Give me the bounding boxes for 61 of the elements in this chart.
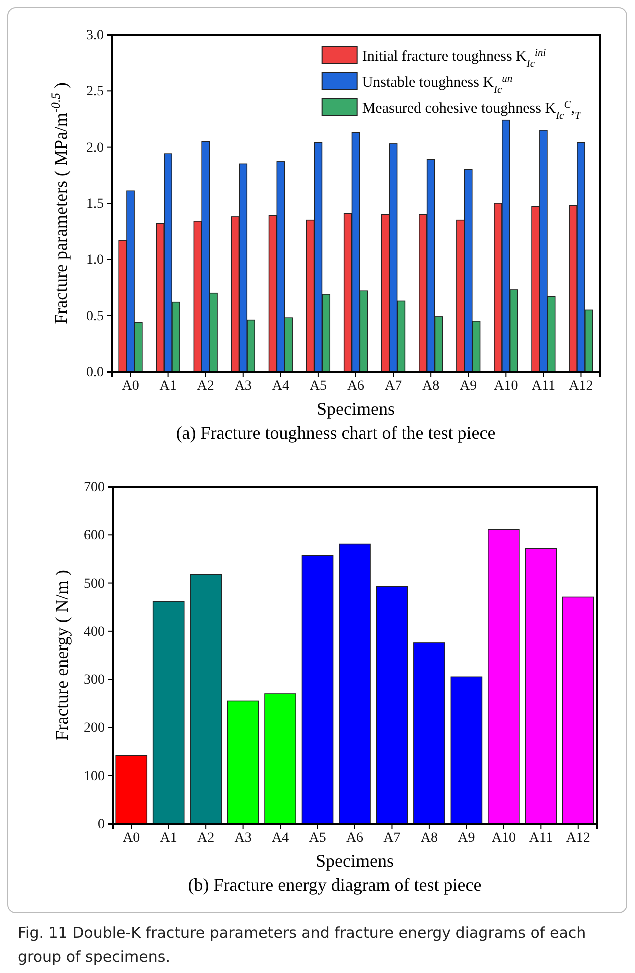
x-tick-label: A5: [309, 830, 326, 846]
x-tick-label: A10: [494, 378, 518, 394]
text: (a) Fracture toughness chart of the test piece: [176, 423, 496, 443]
x-tick-label: A1: [160, 830, 178, 846]
y-axis-title: Fracture energy ( N/m ): [52, 570, 72, 741]
caption: Fig. 11 Double-K fracture parameters and fracture energy diagrams of each group of specimens.: [18, 924, 586, 966]
y-tick-label: 3.0: [86, 28, 104, 44]
y-tick-label: 300: [84, 673, 105, 688]
text: (b) Fracture energy diagram of test piece: [188, 875, 482, 895]
y-tick-label: 400: [84, 624, 105, 640]
x-tick-label: A7: [384, 830, 401, 846]
x-tick-label: A0: [122, 378, 140, 394]
y-tick-label: 700: [84, 480, 105, 496]
bar: [116, 755, 148, 824]
x-tick-label: A7: [384, 378, 402, 394]
x-tick-label: A11: [532, 378, 556, 394]
y-tick-label: 100: [84, 769, 105, 784]
y-tick-label: 1.0: [86, 253, 104, 268]
y-tick-label: 2.5: [86, 84, 104, 100]
x-tick-label: A3: [234, 378, 252, 394]
x-tick-label: A4: [272, 378, 290, 394]
x-tick-label: A12: [566, 830, 590, 846]
y-tick-label: 0.0: [86, 365, 104, 380]
x-tick-label: A8: [420, 830, 438, 846]
bar: [190, 574, 222, 824]
y-tick-label: 1.5: [86, 196, 104, 212]
y-tick-label: 0.5: [86, 309, 104, 324]
bar: [525, 548, 558, 824]
x-tick-label: A9: [460, 378, 478, 394]
bar: [414, 642, 446, 824]
y-tick-label: 2.0: [86, 140, 104, 156]
x-tick-label: A6: [346, 830, 364, 846]
bar: [450, 676, 483, 824]
x-tick-label: A3: [234, 830, 252, 846]
x-tick-label: A2: [198, 830, 215, 846]
bar: [562, 596, 594, 824]
x-axis-title: Specimens: [317, 399, 395, 419]
bar: [152, 601, 185, 824]
bar: [339, 544, 371, 824]
x-tick-label: A6: [347, 378, 365, 394]
x-axis-title: Specimens: [316, 851, 394, 871]
y-tick-label: 500: [84, 576, 105, 592]
legend-label: Measured cohesive toughness K$_{Ic}$$^{C}$,$_{T}$: [362, 100, 582, 122]
x-tick-label: A9: [458, 830, 476, 846]
x-tick-label: A5: [310, 378, 328, 394]
bar: [376, 586, 408, 824]
bar: [264, 694, 296, 824]
x-tick-label: A12: [569, 378, 594, 394]
x-tick-label: A11: [529, 830, 553, 846]
y-tick-label: 200: [84, 721, 105, 736]
x-tick-label: A8: [422, 378, 440, 394]
bar: [302, 555, 334, 824]
bar: [227, 700, 260, 824]
y-tick-label: 600: [84, 528, 105, 544]
x-tick-label: A10: [492, 830, 516, 846]
bar: [488, 529, 520, 824]
x-tick-label: A2: [197, 378, 214, 394]
x-tick-label: A0: [123, 830, 140, 846]
x-tick-label: A4: [272, 830, 290, 846]
x-tick-label: A1: [160, 378, 177, 394]
y-tick-label: 0: [98, 817, 105, 832]
